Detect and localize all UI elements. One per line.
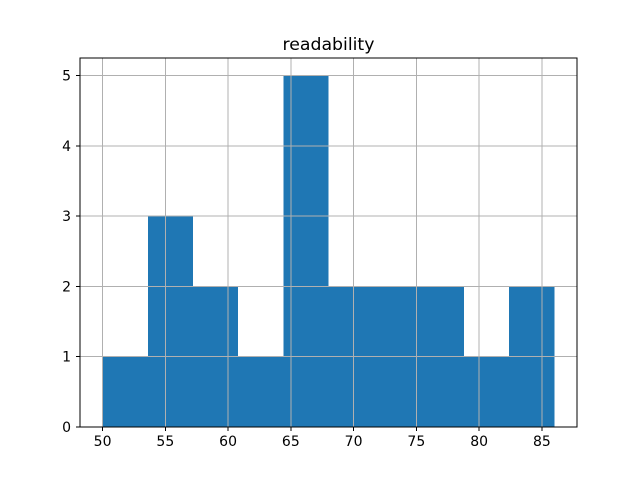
histogram-bar [238, 356, 284, 427]
histogram-bar [147, 216, 193, 427]
histogram-bar [102, 356, 148, 427]
y-tick-label: 4 [62, 139, 71, 155]
histogram-bar [283, 75, 329, 427]
y-tick-label: 1 [62, 350, 71, 366]
y-tick-label: 5 [62, 69, 71, 85]
x-tick-label: 65 [282, 434, 300, 450]
x-tick-label: 75 [407, 434, 425, 450]
x-tick-label: 70 [345, 434, 363, 450]
chart-title: readability [283, 35, 375, 55]
x-tick-label: 80 [470, 434, 488, 450]
ticks-layer [76, 75, 543, 431]
labels-layer: 50 55 60 65 70 75 80 85 0 1 2 3 4 5 [62, 69, 551, 450]
histogram-bar [464, 356, 510, 427]
y-tick-label: 3 [62, 209, 71, 225]
y-tick-label: 2 [62, 279, 71, 295]
x-tick-label: 55 [156, 434, 174, 450]
plot-frame [79, 57, 578, 428]
x-tick-label: 85 [533, 434, 551, 450]
frame-layer [79, 57, 578, 428]
y-tick-label: 0 [62, 420, 71, 436]
x-tick-label: 60 [219, 434, 237, 450]
x-tick-label: 50 [94, 434, 112, 450]
